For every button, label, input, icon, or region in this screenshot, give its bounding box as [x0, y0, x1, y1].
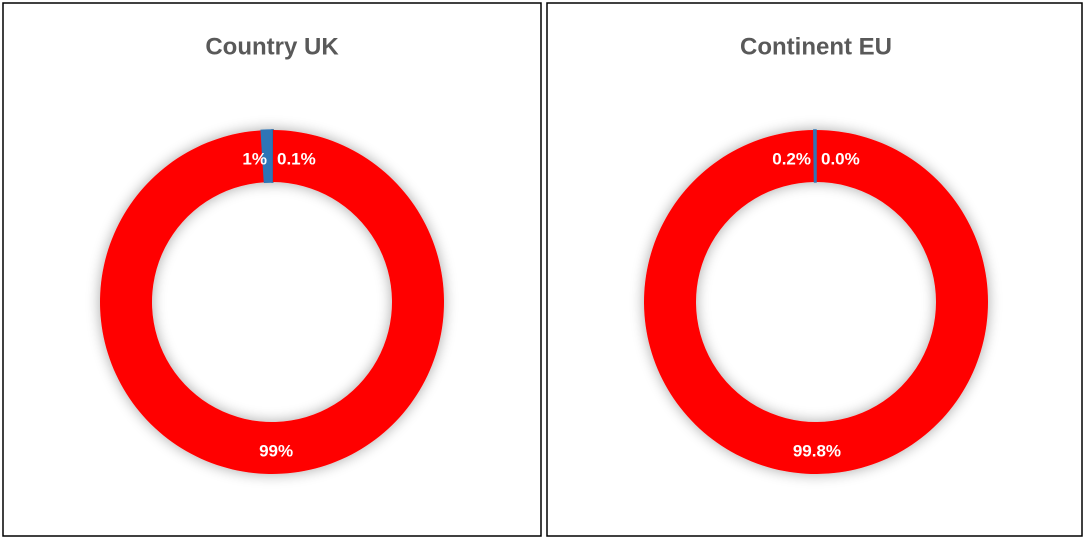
donut: [100, 129, 445, 474]
data-label: 99.8%: [793, 441, 841, 460]
data-label: 99%: [259, 441, 293, 460]
slice: [644, 130, 989, 474]
chart-title: Country UK: [205, 33, 339, 60]
data-label: 0.0%: [821, 149, 860, 168]
data-label: 0.2%: [772, 149, 811, 168]
slice: [260, 129, 273, 184]
data-label: 1%: [242, 149, 267, 168]
chart-title: Continent EU: [740, 33, 892, 60]
slice: [813, 129, 817, 183]
slice: [100, 130, 445, 474]
data-label: 0.1%: [277, 149, 316, 168]
donut: [644, 129, 989, 474]
